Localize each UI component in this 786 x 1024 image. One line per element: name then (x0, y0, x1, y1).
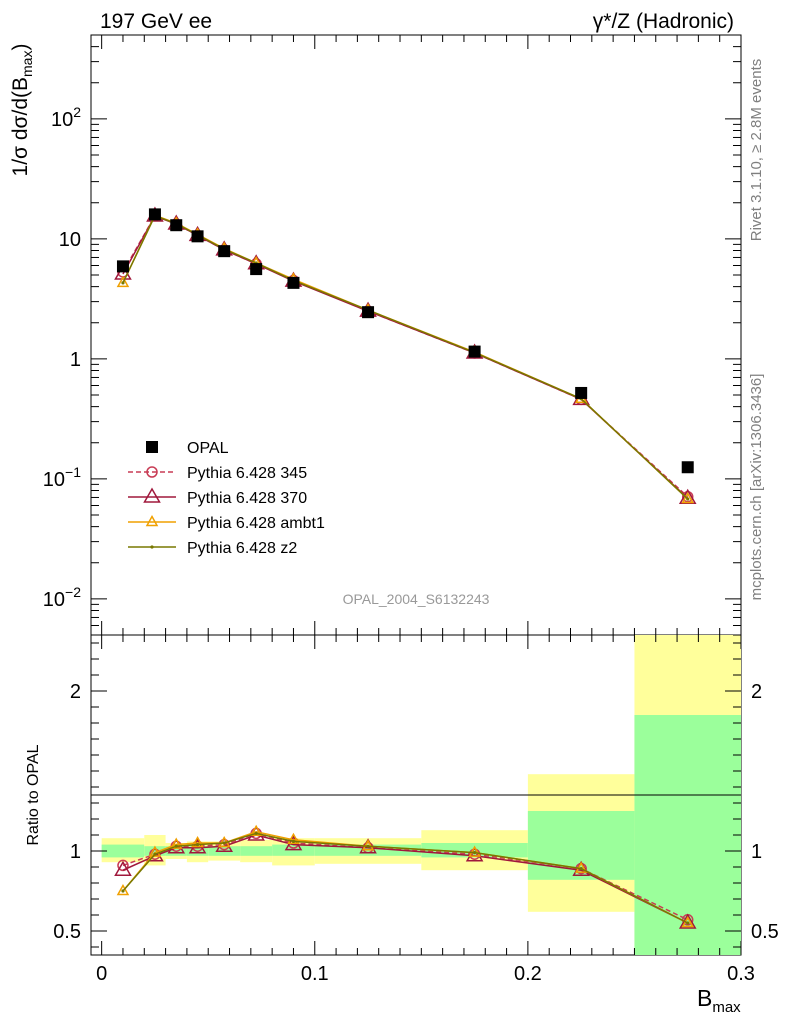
marker-dot (686, 497, 690, 501)
marker-triangle-small (116, 883, 130, 896)
marker-square (218, 245, 231, 258)
band-inner (144, 846, 166, 856)
marker-square (170, 219, 183, 232)
marker-dot (153, 852, 157, 856)
marker-square (116, 260, 129, 273)
marker-dot (150, 545, 154, 549)
series-pythia-6.428-345 (117, 209, 694, 503)
marker-dot (686, 921, 690, 925)
marker-triangle-small (468, 845, 481, 857)
header-right: γ*/Z (Hadronic) (593, 10, 734, 33)
legend: OPAL Pythia 6.428 345 Pythia 6.428 370 Pyth… (128, 440, 325, 557)
marker-dot (254, 831, 258, 836)
ratio-y-axis-label: Ratio to OPAL (25, 744, 42, 845)
marker-dot (291, 839, 296, 844)
main-y-ticks: 10−2 10−1 1 10 102 (43, 34, 741, 636)
legend-label: Pythia 6.428 z2 (187, 540, 297, 557)
header: 197 GeV ee γ*/Z (Hadronic) (100, 10, 734, 33)
band-inner (240, 846, 273, 856)
legend-item: Pythia 6.428 370 (128, 487, 307, 507)
marker-triangle-small (148, 845, 162, 857)
legend-item: Pythia 6.428 ambt1 (128, 514, 325, 532)
y-tick-label: 10−1 (43, 464, 81, 491)
series-opal (116, 208, 694, 474)
legend-label: OPAL (187, 440, 229, 457)
marker-triangle-small (169, 837, 183, 849)
marker-dot (121, 889, 125, 893)
marker-circle (146, 466, 158, 478)
ratio-y-tick-label: 0.5 (751, 921, 779, 943)
main-y-axis-label: 1/σ dσ/d(Bmax) (9, 44, 35, 177)
analysis-id: OPAL_2004_S6132243 (343, 591, 490, 607)
y-tick-label: 10 (59, 229, 81, 251)
marker-square (250, 263, 263, 276)
marker-dot (579, 867, 583, 871)
marker-triangle (114, 860, 132, 876)
x-tick-label: 0 (96, 963, 107, 985)
legend-item: OPAL (146, 440, 229, 457)
ratio-y-tick-label: 2 (70, 681, 81, 703)
y-tick-label: 102 (51, 104, 81, 131)
marker-triangle-small (116, 275, 130, 288)
marker-square (468, 345, 481, 358)
marker-triangle-small (681, 491, 694, 504)
y-tick-label: 1 (70, 349, 81, 371)
ratio-y-tick-label: 0.5 (53, 921, 81, 943)
marker-triangle-small (249, 824, 263, 837)
series-pythia-6.428-z2 (121, 214, 690, 501)
marker-square (287, 276, 300, 289)
ratio-series (114, 824, 697, 929)
ratio-series-pythia-6.428-z2 (121, 831, 690, 925)
marker-triangle-small (287, 832, 300, 845)
x-tick-label: 0.3 (727, 963, 755, 985)
y-tick-label: 10−2 (43, 584, 81, 611)
x-tick-label: 0.2 (514, 963, 542, 985)
band-inner (101, 844, 145, 858)
marker-circle (117, 859, 129, 872)
marker-triangle (114, 264, 132, 280)
ratio-y-ticks: 0.5 0.5 1 1 2 2 (53, 642, 779, 948)
marker-square (681, 461, 694, 474)
marker-dot (473, 851, 477, 855)
ratio-y-tick-label: 2 (751, 681, 762, 703)
ratio-y-tick-label: 1 (70, 841, 81, 863)
marker-triangle-small (145, 514, 159, 527)
legend-item: Pythia 6.428 345 (128, 465, 307, 482)
marker-triangle (143, 487, 161, 503)
marker-square (362, 306, 375, 319)
marker-square (146, 441, 158, 453)
series-pythia-6.428-ambt1 (116, 208, 694, 504)
series-pythia-6.428-370 (114, 206, 697, 504)
marker-square (148, 208, 161, 221)
legend-label: Pythia 6.428 ambt1 (187, 515, 325, 532)
marker-dot (121, 281, 125, 285)
legend-item: Pythia 6.428 z2 (128, 540, 297, 557)
marker-triangle-small (191, 835, 204, 848)
main-series (114, 206, 697, 504)
header-left: 197 GeV ee (100, 10, 212, 33)
marker-dot (195, 843, 200, 847)
marker-dot (174, 844, 178, 848)
marker-triangle-small (361, 839, 375, 851)
legend-label: Pythia 6.428 345 (187, 465, 307, 482)
side-text-bottom: mcplots.cern.ch [arXiv:1306.3436] (748, 374, 765, 601)
x-axis-label: Bmax (697, 985, 741, 1016)
side-text-top: Rivet 3.1.10, ≥ 2.8M events (748, 59, 765, 242)
legend-label: Pythia 6.428 370 (187, 490, 307, 507)
x-ticks: 0 0.1 0.2 0.3 (96, 35, 755, 985)
marker-square (575, 386, 588, 399)
marker-dot (366, 844, 370, 848)
ratio-y-tick-label: 1 (751, 841, 762, 863)
marker-square (191, 230, 204, 243)
x-tick-label: 0.1 (301, 963, 329, 985)
marker-dot (222, 841, 226, 845)
